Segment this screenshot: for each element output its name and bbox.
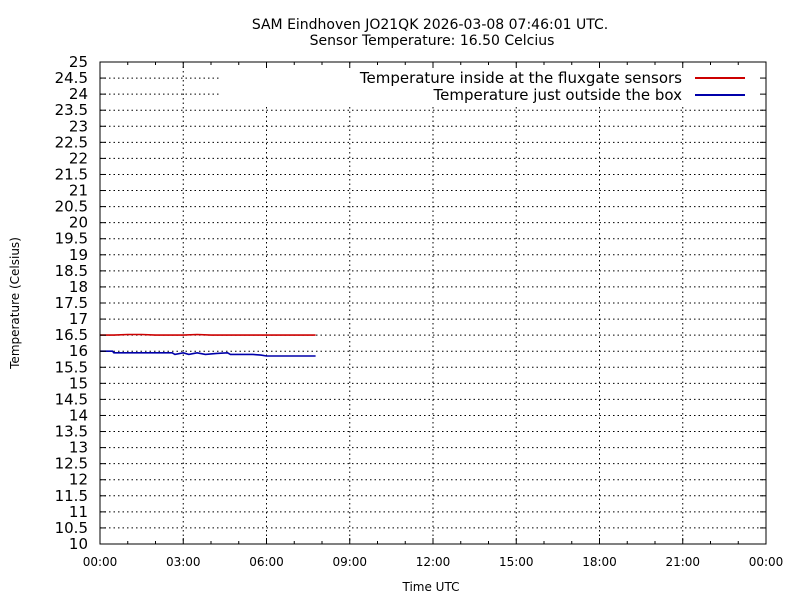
y-tick-label: 16 xyxy=(69,342,88,360)
x-tick-label: 12:00 xyxy=(416,555,451,569)
legend-background xyxy=(221,66,764,106)
x-tick-label: 18:00 xyxy=(582,555,617,569)
x-tick-label: 06:00 xyxy=(249,555,284,569)
y-tick-label: 13.5 xyxy=(55,423,88,441)
y-tick-label: 10.5 xyxy=(55,519,88,537)
x-axis-ticks: 00:00 03:00 06:00 09:00 12:00 15:00 18:00 21:00… xyxy=(83,62,784,569)
y-tick-label: 16.5 xyxy=(55,326,88,344)
chart-title: SAM Eindhoven JO21QK 2026-03-08 07:46:01… xyxy=(252,17,608,33)
y-tick-label: 21 xyxy=(69,182,88,200)
x-tick-label: 00:00 xyxy=(749,555,784,569)
y-tick-label: 22.5 xyxy=(55,133,88,151)
y-tick-label: 19 xyxy=(69,246,88,264)
y-tick-label: 13 xyxy=(69,439,88,457)
x-tick-label: 21:00 xyxy=(665,555,700,569)
x-tick-label: 03:00 xyxy=(166,555,201,569)
x-axis-label: Time UTC xyxy=(402,580,460,594)
y-tick-label: 20 xyxy=(69,214,88,232)
y-tick-label: 15.5 xyxy=(55,358,88,376)
y-tick-label: 15 xyxy=(69,374,88,392)
y-tick-label: 18 xyxy=(69,278,88,296)
y-tick-label: 11.5 xyxy=(55,487,88,505)
y-tick-label: 24.5 xyxy=(55,69,88,87)
y-tick-label: 18.5 xyxy=(55,262,88,280)
y-tick-label: 21.5 xyxy=(55,165,88,183)
chart-subtitle: Sensor Temperature: 16.50 Celcius xyxy=(310,33,555,49)
x-tick-label: 15:00 xyxy=(499,555,534,569)
legend: Temperature inside at the fluxgate senso… xyxy=(359,69,745,104)
x-tick-label: 00:00 xyxy=(83,555,118,569)
grid-layer xyxy=(100,62,766,544)
y-tick-label: 24 xyxy=(69,85,88,103)
y-tick-label: 19.5 xyxy=(55,230,88,248)
legend-label-1: Temperature inside at the fluxgate senso… xyxy=(359,69,682,87)
series-line-1 xyxy=(100,333,316,336)
series-line-2 xyxy=(100,350,316,357)
y-tick-label: 23.5 xyxy=(55,101,88,119)
y-tick-label: 14.5 xyxy=(55,390,88,408)
y-tick-label: 22 xyxy=(69,149,88,167)
y-tick-label: 20.5 xyxy=(55,198,88,216)
y-tick-label: 17 xyxy=(69,310,88,328)
y-tick-label: 12.5 xyxy=(55,455,88,473)
y-tick-label: 17.5 xyxy=(55,294,88,312)
y-tick-label: 25 xyxy=(69,53,88,71)
y-tick-label: 11 xyxy=(69,503,88,521)
y-axis-label: Temperature (Celsius) xyxy=(8,237,22,370)
y-tick-label: 14 xyxy=(69,406,88,424)
x-tick-label: 09:00 xyxy=(332,555,367,569)
y-tick-label: 23 xyxy=(69,117,88,135)
y-tick-label: 10 xyxy=(69,535,88,553)
legend-label-2: Temperature just outside the box xyxy=(433,86,683,104)
series-layer xyxy=(100,333,316,357)
y-tick-label: 12 xyxy=(69,471,88,489)
y-axis-ticks: 1010.51111.51212.51313.51414.51515.51616… xyxy=(55,53,766,553)
